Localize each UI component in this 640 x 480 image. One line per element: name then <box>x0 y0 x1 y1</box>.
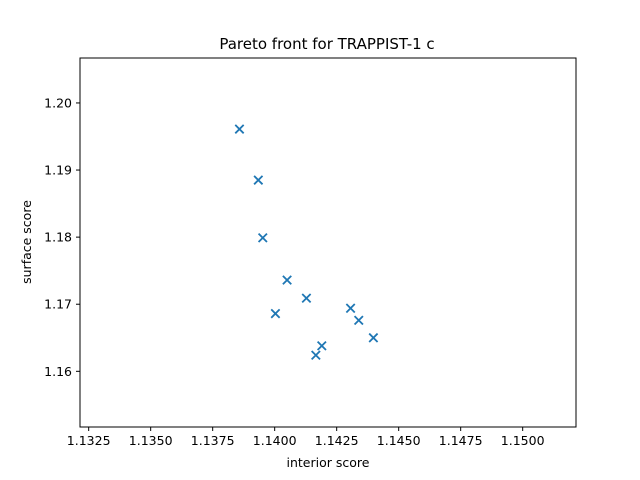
y-tick-label: 1.18 <box>44 230 72 245</box>
y-axis-label: surface score <box>19 200 34 284</box>
plot-area-frame <box>79 57 577 428</box>
x-tick-label: 1.1400 <box>253 433 297 448</box>
data-point-marker <box>316 340 327 351</box>
data-point-marker <box>301 293 312 304</box>
data-point-marker <box>353 315 364 326</box>
data-point-marker <box>282 275 292 285</box>
data-point-marker <box>270 308 281 319</box>
x-axis-label: interior score <box>287 455 370 470</box>
x-tick-label: 1.1500 <box>501 433 545 448</box>
x-tick-label: 1.1425 <box>315 433 359 448</box>
y-tick-label: 1.16 <box>44 364 72 379</box>
data-point-marker <box>311 350 321 361</box>
data-point-marker <box>345 303 356 314</box>
x-tick-label: 1.1350 <box>129 433 173 448</box>
x-tick-label: 1.1375 <box>191 433 235 448</box>
data-points <box>234 124 379 361</box>
x-tick-label: 1.1450 <box>377 433 421 448</box>
y-tick-label: 1.19 <box>44 163 72 178</box>
x-tick-label: 1.1475 <box>439 433 483 448</box>
y-axis: 1.16 1.17 1.18 1.19 1.20 <box>44 95 80 379</box>
y-tick-label: 1.20 <box>44 95 72 110</box>
x-tick-label: 1.1325 <box>67 433 111 448</box>
chart-title: Pareto front for TRAPPIST-1 c <box>219 35 434 53</box>
data-point-marker <box>257 232 268 243</box>
data-point-marker <box>234 124 245 134</box>
x-axis: 1.1325 1.1350 1.1375 1.1400 1.1425 1.1450 1.14… <box>67 427 545 448</box>
data-point-marker <box>253 175 264 185</box>
data-point-marker <box>368 332 379 343</box>
y-tick-label: 1.17 <box>44 297 72 312</box>
